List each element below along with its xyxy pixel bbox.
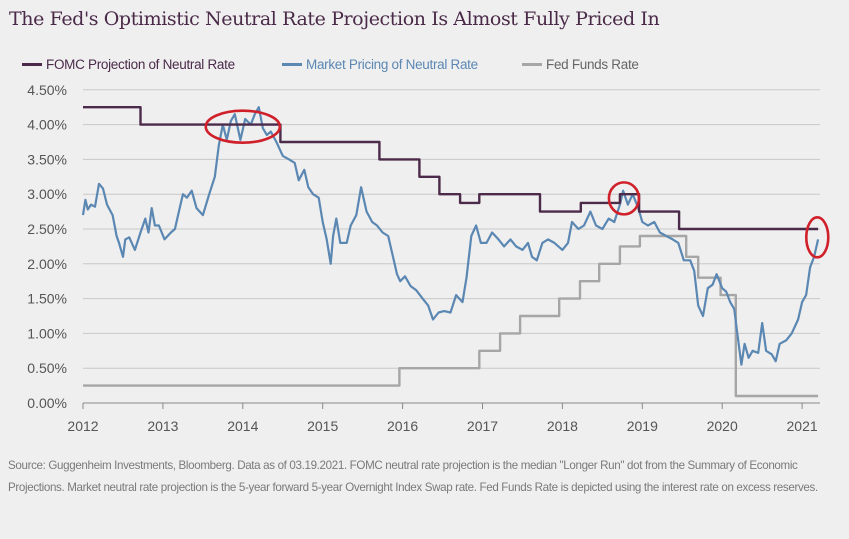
fed-funds-line	[83, 234, 819, 398]
fomc-projection-line	[83, 106, 819, 231]
y-tick-label: 0.50%	[27, 360, 67, 376]
highlight-ellipse	[204, 109, 282, 144]
legend-label-fedfunds: Fed Funds Rate	[546, 57, 639, 72]
legend-item-fedfunds: Fed Funds Rate	[522, 57, 639, 72]
legend-label-market: Market Pricing of Neutral Rate	[306, 57, 478, 72]
y-tick-label: 1.00%	[27, 325, 67, 341]
x-tick-label: 2019	[627, 418, 658, 434]
legend-swatch-fedfunds	[522, 63, 542, 66]
chart-title: The Fed's Optimistic Neutral Rate Projec…	[9, 8, 660, 30]
x-tick-label: 2013	[147, 418, 178, 434]
y-tick-label: 2.50%	[27, 221, 67, 237]
x-tick-label: 2014	[227, 418, 258, 434]
legend-item-fomc: FOMC Projection of Neutral Rate	[22, 57, 235, 72]
legend-item-market: Market Pricing of Neutral Rate	[282, 57, 478, 72]
y-tick-label: 4.50%	[27, 82, 67, 98]
y-tick-label: 0.00%	[27, 395, 67, 411]
y-tick-label: 1.50%	[27, 291, 67, 307]
x-tick-label: 2018	[547, 418, 578, 434]
x-tick-label: 2020	[707, 418, 738, 434]
legend-swatch-market	[282, 63, 302, 66]
x-tick-label: 2021	[787, 418, 818, 434]
y-tick-label: 4.00%	[27, 117, 67, 133]
y-tick-label: 3.50%	[27, 151, 67, 167]
y-tick-label: 2.00%	[27, 256, 67, 272]
highlight-ellipse	[607, 181, 641, 216]
x-tick-label: 2015	[307, 418, 338, 434]
x-tick-label: 2017	[467, 418, 498, 434]
x-tick-label: 2016	[387, 418, 418, 434]
y-tick-label: 3.00%	[27, 186, 67, 202]
highlight-ellipse	[804, 216, 830, 259]
legend-label-fomc: FOMC Projection of Neutral Rate	[46, 57, 235, 72]
source-footnote: Source: Guggenheim Investments, Bloomber…	[8, 459, 818, 494]
x-tick-label: 2012	[67, 418, 98, 434]
market-pricing-line	[81, 106, 820, 366]
legend-swatch-fomc	[22, 63, 42, 66]
